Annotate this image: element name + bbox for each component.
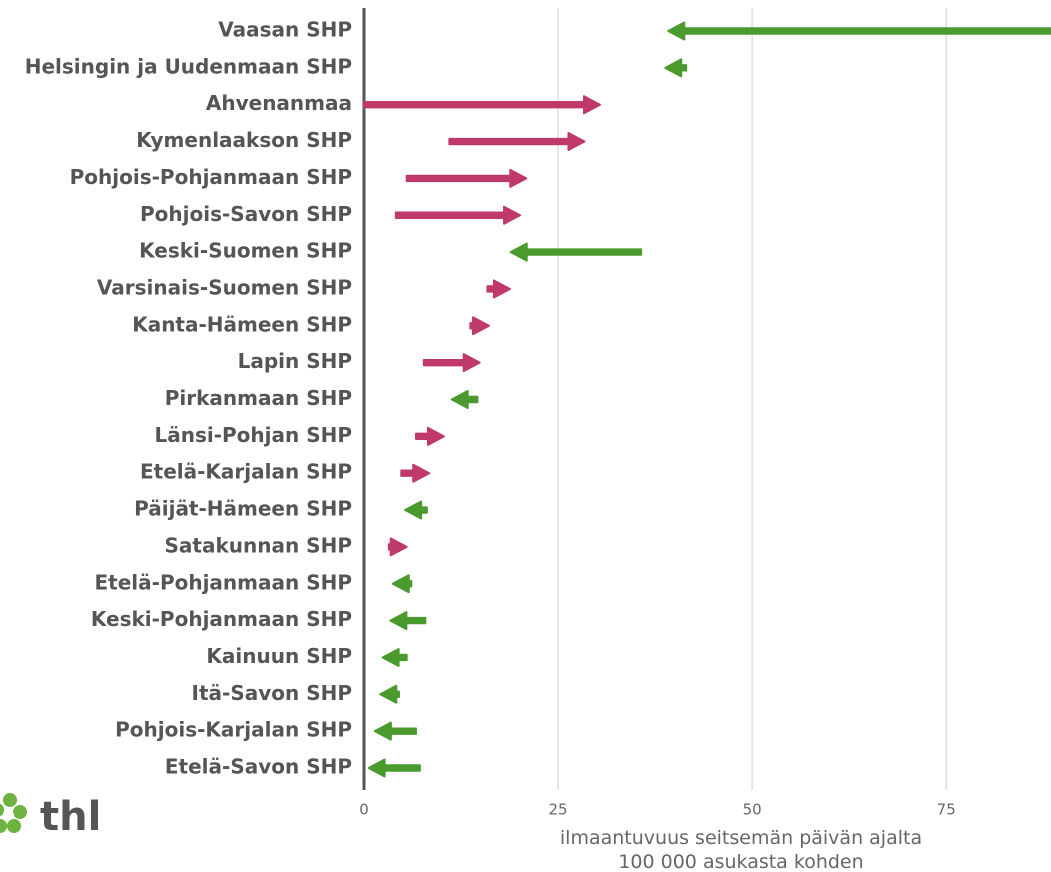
arrow [389, 611, 427, 631]
arrow [379, 684, 400, 704]
category-label: Keski-Suomen SHP [139, 239, 352, 263]
logo-text: thl [40, 794, 101, 840]
arrow [486, 279, 511, 299]
arrow [400, 463, 431, 483]
arrow [667, 21, 1051, 41]
grid [557, 8, 947, 790]
arrow [469, 316, 490, 336]
category-label: Länsi-Pohjan SHP [154, 423, 352, 447]
category-label: Ahvenanmaa [206, 91, 352, 115]
arrow [415, 426, 445, 446]
category-label: Etelä-Karjalan SHP [140, 460, 352, 484]
category-label: Etelä-Pohjanmaan SHP [95, 570, 353, 594]
arrow [509, 242, 643, 262]
category-label: Pirkanmaan SHP [165, 386, 352, 410]
arrow [422, 353, 481, 373]
x-tick-label: 25 [549, 801, 568, 819]
category-label: Kanta-Hämeen SHP [132, 312, 352, 336]
arrow [373, 721, 418, 741]
arrow [363, 95, 601, 115]
arrow [404, 500, 428, 520]
arrow [405, 168, 528, 188]
category-label: Pohjois-Karjalan SHP [115, 718, 352, 742]
category-label: Etelä-Savon SHP [165, 755, 352, 779]
category-label: Vaasan SHP [218, 18, 352, 42]
arrow [391, 574, 413, 594]
category-label: Kymenlaakson SHP [136, 128, 352, 152]
logo-icon [0, 793, 27, 833]
category-label: Satakunnan SHP [165, 533, 352, 557]
category-label: Helsingin ja Uudenmaan SHP [25, 54, 352, 78]
arrow [394, 205, 522, 225]
category-label: Pohjois-Pohjanmaan SHP [70, 165, 352, 189]
category-label: Pohjois-Savon SHP [140, 202, 352, 226]
category-label: Itä-Savon SHP [192, 681, 352, 705]
arrow [367, 758, 421, 778]
arrow [387, 537, 408, 557]
category-label: Keski-Pohjanmaan SHP [91, 607, 352, 631]
arrow [448, 132, 586, 152]
arrow [450, 390, 479, 409]
x-tick-label: 50 [743, 801, 762, 819]
category-label: Kainuun SHP [206, 644, 352, 668]
x-tick-label: 0 [359, 801, 369, 819]
x-axis-label: ilmaantuvuus seitsemän päivän ajalta [560, 827, 922, 849]
x-axis-label: 100 000 asukasta kohden [618, 851, 863, 872]
arrow [664, 58, 688, 78]
category-label: Varsinais-Suomen SHP [97, 275, 352, 299]
arrow [381, 647, 408, 667]
category-label: Lapin SHP [238, 349, 352, 373]
x-tick-label: 75 [937, 801, 956, 819]
category-label: Päijät-Hämeen SHP [134, 497, 352, 521]
